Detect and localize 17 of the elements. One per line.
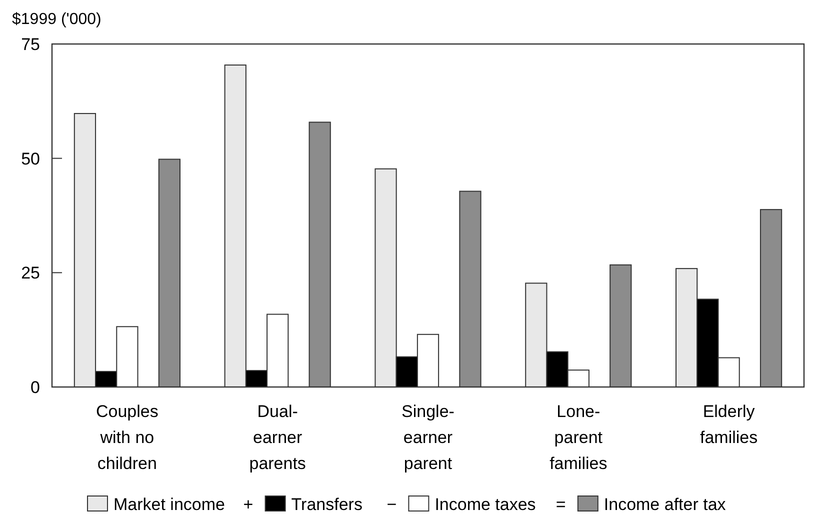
y-tick-label: 0 (30, 378, 40, 397)
y-tick-label: 25 (21, 264, 40, 283)
legend-label: Transfers (291, 495, 362, 514)
text: = (556, 495, 566, 514)
x-tick-label: Dual-earner parents (249, 402, 306, 473)
y-tick-label: 50 (21, 149, 40, 168)
x-tick-label: Elderly families (700, 402, 758, 447)
legend-label: Income taxes (434, 495, 536, 514)
text: − (386, 495, 397, 514)
y-axis-title: $1999 ('000) (12, 11, 102, 28)
legend-label: Income after tax (604, 495, 726, 514)
text: + (243, 495, 254, 514)
legend-label: Market income (114, 495, 225, 514)
x-tick-label: Couples with no children (96, 402, 158, 473)
y-tick-label: 75 (21, 34, 40, 54)
x-tick-label: Lone-parent families (550, 402, 608, 473)
x-tick-label: Single-earner parent (402, 402, 454, 473)
